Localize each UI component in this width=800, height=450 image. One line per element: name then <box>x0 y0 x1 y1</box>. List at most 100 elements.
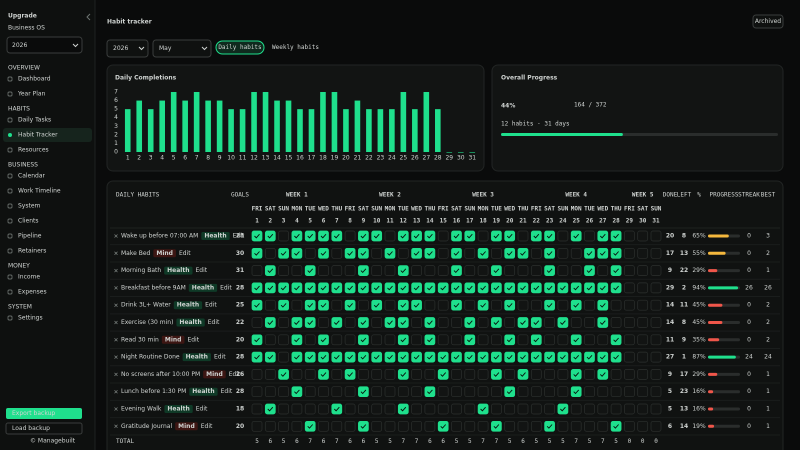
edit-link[interactable]: Edit <box>196 267 208 274</box>
day-checkbox[interactable] <box>637 230 649 242</box>
day-checkbox[interactable] <box>264 369 276 380</box>
edit-link[interactable]: Edit <box>201 423 213 430</box>
day-checkbox[interactable] <box>584 247 595 259</box>
day-checkbox[interactable] <box>650 299 662 311</box>
day-checkbox[interactable] <box>610 265 622 276</box>
day-checkbox[interactable] <box>318 351 329 363</box>
day-checkbox[interactable] <box>504 299 516 311</box>
day-checkbox[interactable] <box>358 247 369 259</box>
day-checkbox[interactable] <box>291 369 303 380</box>
day-checkbox[interactable] <box>597 230 609 242</box>
day-checkbox[interactable] <box>570 265 582 276</box>
day-checkbox[interactable] <box>424 265 436 276</box>
day-checkbox[interactable] <box>397 334 409 346</box>
day-checkbox[interactable] <box>610 247 622 259</box>
day-checkbox[interactable] <box>264 386 276 398</box>
day-checkbox[interactable] <box>570 403 582 415</box>
day-checkbox[interactable] <box>318 334 329 346</box>
day-checkbox[interactable] <box>331 265 343 276</box>
day-checkbox[interactable] <box>637 369 649 380</box>
day-checkbox[interactable] <box>424 420 436 432</box>
day-checkbox[interactable] <box>610 420 622 432</box>
day-checkbox[interactable] <box>517 317 529 328</box>
day-checkbox[interactable] <box>411 299 422 311</box>
day-checkbox[interactable] <box>278 351 289 363</box>
day-checkbox[interactable] <box>624 386 635 398</box>
day-checkbox[interactable] <box>584 317 595 328</box>
day-checkbox[interactable] <box>557 334 569 346</box>
day-checkbox[interactable] <box>411 386 422 398</box>
day-checkbox[interactable] <box>504 317 516 328</box>
day-checkbox[interactable] <box>530 265 542 276</box>
day-checkbox[interactable] <box>371 265 383 276</box>
day-checkbox[interactable] <box>318 247 329 259</box>
day-checkbox[interactable] <box>451 386 462 398</box>
day-checkbox[interactable] <box>371 420 383 432</box>
day-checkbox[interactable] <box>411 282 422 294</box>
day-checkbox[interactable] <box>544 420 555 432</box>
day-checkbox[interactable] <box>477 299 489 311</box>
delete-icon[interactable] <box>114 251 118 256</box>
day-checkbox[interactable] <box>291 265 303 276</box>
day-checkbox[interactable] <box>584 420 595 432</box>
day-checkbox[interactable] <box>530 247 542 259</box>
day-checkbox[interactable] <box>397 265 409 276</box>
day-checkbox[interactable] <box>584 265 595 276</box>
day-checkbox[interactable] <box>331 317 343 328</box>
day-checkbox[interactable] <box>530 420 542 432</box>
day-checkbox[interactable] <box>437 230 449 242</box>
day-checkbox[interactable] <box>464 247 476 259</box>
day-checkbox[interactable] <box>264 247 276 259</box>
day-checkbox[interactable] <box>424 334 436 346</box>
day-checkbox[interactable] <box>358 299 369 311</box>
day-checkbox[interactable] <box>491 334 502 346</box>
edit-link[interactable]: Edit <box>233 233 245 240</box>
day-checkbox[interactable] <box>304 247 316 259</box>
day-checkbox[interactable] <box>291 230 303 242</box>
day-checkbox[interactable] <box>477 265 489 276</box>
day-checkbox[interactable] <box>331 299 343 311</box>
day-checkbox[interactable] <box>251 386 263 398</box>
day-checkbox[interactable] <box>464 403 476 415</box>
day-checkbox[interactable] <box>344 403 356 415</box>
day-checkbox[interactable] <box>517 282 529 294</box>
day-checkbox[interactable] <box>570 230 582 242</box>
day-checkbox[interactable] <box>451 299 462 311</box>
day-checkbox[interactable] <box>437 247 449 259</box>
day-checkbox[interactable] <box>358 420 369 432</box>
edit-link[interactable]: Edit <box>229 371 241 378</box>
day-checkbox[interactable] <box>437 265 449 276</box>
day-checkbox[interactable] <box>304 403 316 415</box>
archived-label[interactable]: Archived <box>755 18 781 25</box>
day-checkbox[interactable] <box>264 230 276 242</box>
delete-icon[interactable] <box>114 355 118 359</box>
day-checkbox[interactable] <box>344 420 356 432</box>
nav-item[interactable]: Expenses <box>18 289 47 296</box>
day-checkbox[interactable] <box>477 403 489 415</box>
day-checkbox[interactable] <box>384 334 396 346</box>
day-checkbox[interactable] <box>251 247 263 259</box>
day-checkbox[interactable] <box>504 403 516 415</box>
day-checkbox[interactable] <box>504 369 516 380</box>
day-checkbox[interactable] <box>424 317 436 328</box>
day-checkbox[interactable] <box>251 265 263 276</box>
day-checkbox[interactable] <box>344 247 356 259</box>
day-checkbox[interactable] <box>344 230 356 242</box>
day-checkbox[interactable] <box>477 230 489 242</box>
nav-item[interactable]: Work Timeline <box>18 188 61 195</box>
day-checkbox[interactable] <box>597 334 609 346</box>
day-checkbox[interactable] <box>610 334 622 346</box>
delete-icon[interactable] <box>114 234 118 238</box>
day-checkbox[interactable] <box>624 247 635 259</box>
day-checkbox[interactable] <box>371 351 383 363</box>
day-checkbox[interactable] <box>637 334 649 346</box>
day-checkbox[interactable] <box>278 317 289 328</box>
day-checkbox[interactable] <box>477 317 489 328</box>
day-checkbox[interactable] <box>371 403 383 415</box>
day-checkbox[interactable] <box>624 334 635 346</box>
day-checkbox[interactable] <box>291 351 303 363</box>
day-checkbox[interactable] <box>544 230 555 242</box>
day-checkbox[interactable] <box>344 369 356 380</box>
day-checkbox[interactable] <box>291 317 303 328</box>
day-checkbox[interactable] <box>318 403 329 415</box>
